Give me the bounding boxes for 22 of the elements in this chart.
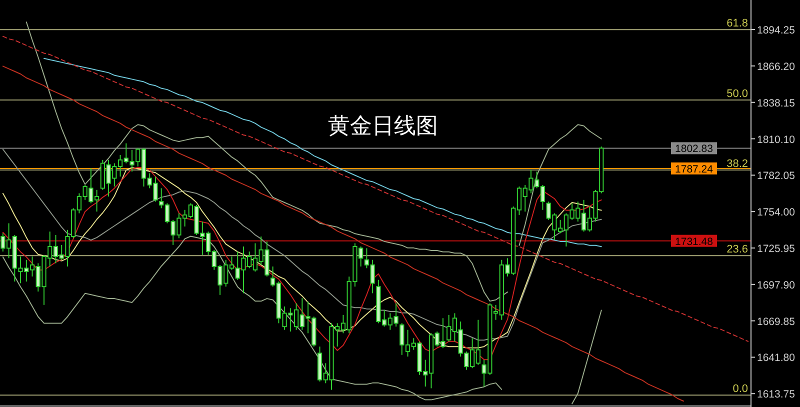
line-series: [44, 58, 602, 248]
annotation: 1802.83: [675, 143, 714, 156]
annotation: 38.2: [726, 158, 748, 170]
annotation: 0.0: [732, 383, 748, 396]
y-tick-label: 1866.20: [757, 60, 796, 73]
y-tick-label: 1697.90: [757, 279, 796, 292]
y-tick-label: 1894.25: [757, 24, 796, 37]
y-tick-label: 1613.75: [757, 388, 796, 401]
y-tick-label: 1810.10: [757, 134, 796, 146]
annotation: 1787.24: [675, 163, 714, 176]
y-tick-label: 1782.05: [757, 170, 796, 182]
annotation: 23.6: [726, 244, 748, 256]
annotation: 50.0: [726, 88, 748, 100]
y-tick-label: 1641.80: [757, 352, 796, 364]
annotation: 61.8: [726, 18, 748, 30]
y-tick-label: 1669.85: [757, 316, 796, 328]
line-series: [2, 36, 749, 342]
y-tick-label: 1725.95: [757, 243, 796, 255]
y-tick-label: 1754.00: [757, 206, 796, 219]
y-tick-label: 1838.15: [757, 97, 796, 110]
annotation: 1731.48: [675, 236, 714, 248]
text: 黄金日线图: [328, 113, 438, 138]
